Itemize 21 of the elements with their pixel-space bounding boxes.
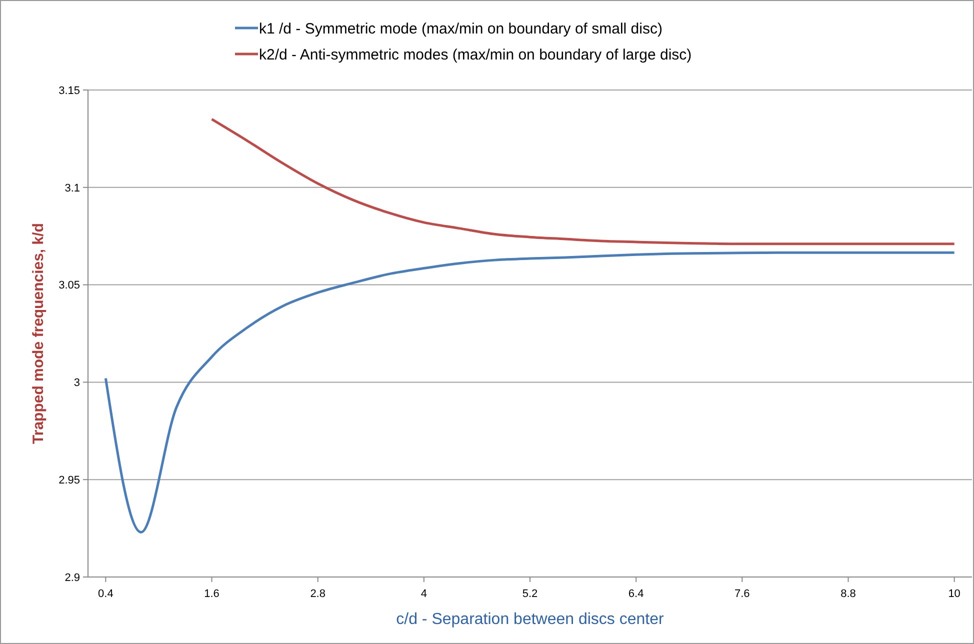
x-tick-label: 6.4	[628, 588, 644, 600]
y-tick-label: 3	[74, 377, 80, 390]
legend-label: k2/d - Anti-symmetric modes (max/min on boundary of large disc)	[259, 46, 692, 64]
y-tick-label: 2.95	[58, 474, 80, 486]
y-tick-label: 3.05	[58, 280, 80, 292]
line-series	[104, 251, 956, 534]
x-tick-label: 2.8	[310, 588, 326, 600]
y-tick-label: 3.1	[64, 182, 80, 194]
y-tick-label: 2.9	[64, 572, 80, 584]
line-series	[210, 118, 956, 246]
x-tick-label: 10	[948, 588, 960, 600]
x-tick-label: 8.8	[840, 588, 856, 600]
legend-label: k1 /d - Symmetric mode (max/min on boundary of small disc)	[259, 20, 662, 38]
x-tick-label: 0.4	[98, 588, 114, 600]
x-axis-title: c/d - Separation between discs center	[396, 611, 665, 628]
x-tick-label: 1.6	[204, 588, 220, 600]
y-tick-label: 3.15	[58, 84, 80, 97]
x-tick-label: 4	[420, 588, 427, 600]
y-axis-title: Trapped mode frequencies, k/d	[30, 223, 47, 444]
x-tick-label: 7.6	[734, 588, 750, 600]
x-tick-label: 5.2	[522, 588, 538, 600]
